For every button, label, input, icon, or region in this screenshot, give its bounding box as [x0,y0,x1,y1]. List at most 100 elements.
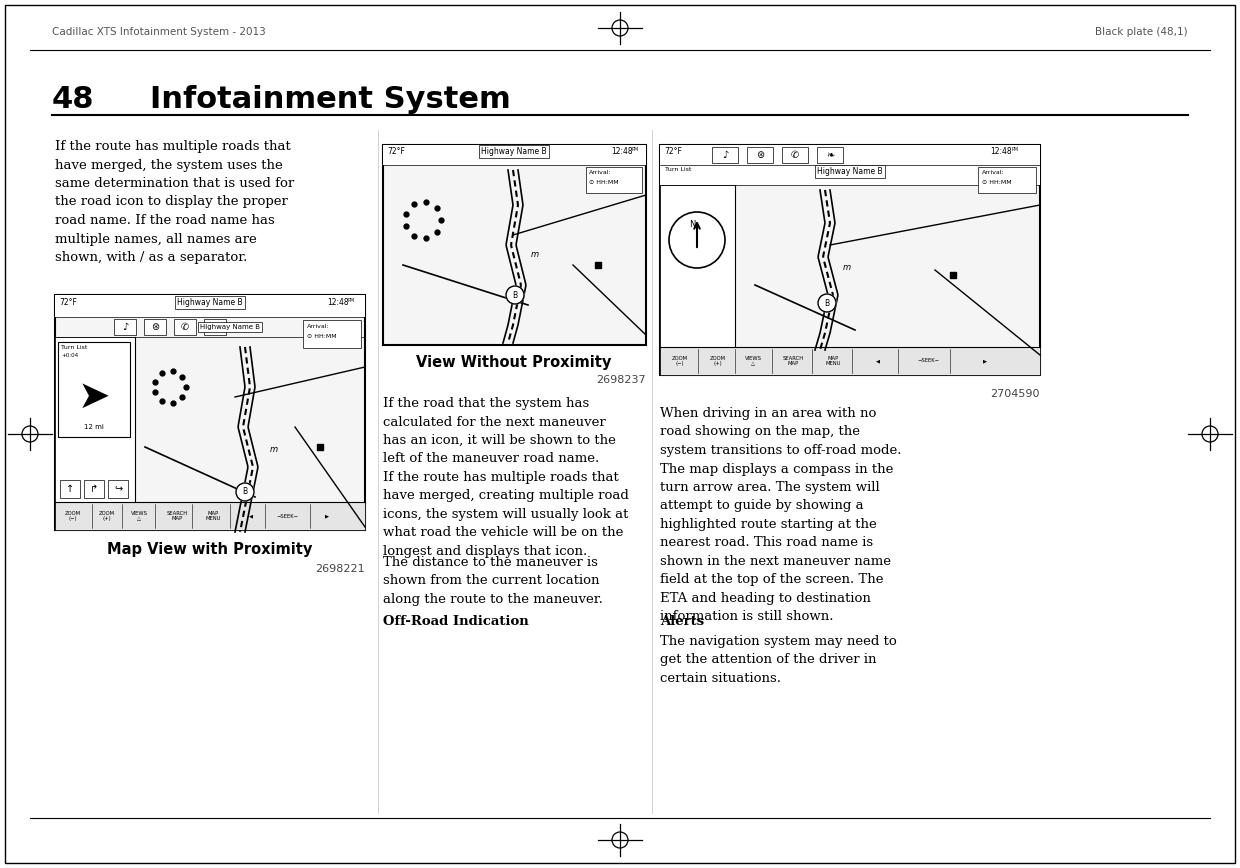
Text: Infotainment System: Infotainment System [150,85,511,114]
Text: 12:48: 12:48 [327,298,348,307]
Text: ✆: ✆ [181,322,188,332]
Text: The distance to the maneuver is
shown from the current location
along the route : The distance to the maneuver is shown fr… [383,556,603,606]
Bar [383,145,646,345]
Bar [114,319,136,335]
Text: Highway Name B: Highway Name B [817,167,883,176]
Bar [174,319,196,335]
Bar [978,167,1035,193]
Circle shape [670,212,725,268]
Bar [782,147,808,163]
Text: 2698237: 2698237 [596,375,646,385]
Text: SEARCH
MAP: SEARCH MAP [166,510,187,522]
Bar [55,337,135,502]
Circle shape [818,294,836,312]
Bar [660,145,1040,375]
Text: PM: PM [1012,147,1019,152]
Text: ↪: ↪ [114,484,122,494]
Bar [660,165,1040,185]
Text: ZOOM
(+): ZOOM (+) [99,510,115,522]
Bar [205,319,226,335]
Text: N: N [689,220,696,229]
Text: 2698221: 2698221 [315,564,365,574]
Text: Highway Name B: Highway Name B [177,298,243,307]
Text: Black plate (48,1): Black plate (48,1) [1095,27,1188,37]
Text: If the road that the system has
calculated for the next maneuver
has an icon, it: If the road that the system has calculat… [383,397,629,558]
Text: 72°F: 72°F [387,147,405,156]
Text: ZOOM
(−): ZOOM (−) [64,510,81,522]
Text: ZOOM
(−): ZOOM (−) [672,356,688,366]
Text: B: B [243,488,248,496]
Text: m: m [843,263,851,272]
Text: MAP
MENU: MAP MENU [206,510,221,522]
Text: ▶: ▶ [325,514,329,518]
Text: B: B [825,299,830,307]
Bar [60,480,81,498]
Text: 12:48: 12:48 [990,147,1012,156]
Text: ⊛: ⊛ [151,322,159,332]
Text: ⊙ HH:MM: ⊙ HH:MM [982,180,1012,185]
Text: m: m [270,445,278,454]
Text: If the route has multiple roads that
have merged, the system uses the
same deter: If the route has multiple roads that hav… [55,140,294,264]
Circle shape [506,286,525,304]
Text: Turn List: Turn List [665,167,692,172]
Text: ⊛: ⊛ [756,150,764,160]
Text: 72°F: 72°F [663,147,682,156]
Circle shape [236,483,254,501]
Bar [746,147,773,163]
Text: ◀: ◀ [249,514,253,518]
Text: ❧: ❧ [826,150,835,160]
Text: View Without Proximity: View Without Proximity [417,355,611,370]
Bar [712,147,738,163]
Text: ⊙ HH:MM: ⊙ HH:MM [589,180,619,185]
Text: PM: PM [347,298,355,303]
Text: Turn List: Turn List [61,345,87,350]
Text: SEARCH
MAP: SEARCH MAP [782,356,804,366]
Text: m: m [531,250,539,259]
Text: Off-Road Indication: Off-Road Indication [383,615,528,628]
Text: MAP
MENU: MAP MENU [826,356,841,366]
Text: Arrival:: Arrival: [308,324,330,329]
Text: VIEWS
△: VIEWS △ [744,356,761,366]
Bar [84,480,104,498]
Bar [817,147,843,163]
Text: 12:48: 12:48 [611,147,632,156]
Bar [58,342,130,437]
Text: ⊙ HH:MM: ⊙ HH:MM [308,334,336,339]
Text: Arrival:: Arrival: [589,170,611,175]
Text: ↱: ↱ [91,484,98,494]
Text: Highway Name B: Highway Name B [481,147,547,156]
Text: ↑: ↑ [66,484,74,494]
Bar [587,167,642,193]
Text: 72°F: 72°F [60,298,77,307]
Text: 48: 48 [52,85,94,114]
Text: When driving in an area with no
road showing on the map, the
system transitions : When driving in an area with no road sho… [660,407,901,623]
Text: 12 mi: 12 mi [84,424,104,430]
Text: 2704590: 2704590 [991,389,1040,399]
Bar [55,295,365,317]
Text: −SEEK−: −SEEK− [277,514,298,518]
Text: ❧: ❧ [211,322,219,332]
Bar [660,145,1040,165]
Bar [383,145,646,165]
Bar [303,320,361,348]
Text: −SEEK−: −SEEK− [918,358,939,364]
Text: Highway Name B: Highway Name B [200,324,260,330]
Bar [55,502,365,530]
Text: ♪: ♪ [722,150,728,160]
Text: ▶: ▶ [983,358,987,364]
Text: The navigation system may need to
get the attention of the driver in
certain sit: The navigation system may need to get th… [660,635,897,685]
Text: Cadillac XTS Infotainment System - 2013: Cadillac XTS Infotainment System - 2013 [52,27,265,37]
Text: ➤: ➤ [78,378,110,416]
Text: VIEWS
△: VIEWS △ [130,510,148,522]
Text: ZOOM
(+): ZOOM (+) [711,356,727,366]
Bar [660,347,1040,375]
Text: ♪: ♪ [122,322,128,332]
Text: +0:04: +0:04 [61,353,78,358]
Bar [144,319,166,335]
Text: ◀: ◀ [875,358,880,364]
Text: B: B [512,291,517,299]
Bar [108,480,128,498]
Text: ✆: ✆ [791,150,799,160]
Bar [660,185,735,347]
Text: Arrival:: Arrival: [982,170,1004,175]
